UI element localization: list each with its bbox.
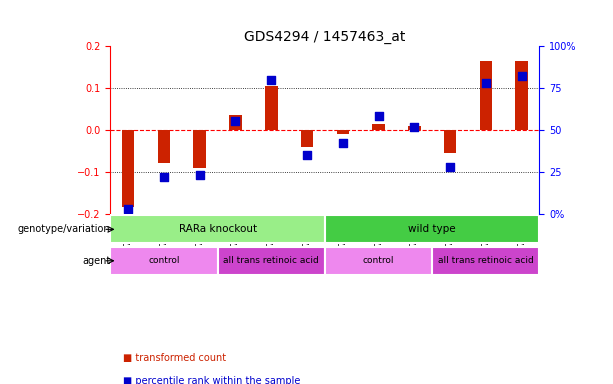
Text: all trans retinoic acid: all trans retinoic acid <box>438 256 534 265</box>
FancyBboxPatch shape <box>218 247 325 275</box>
Point <box>302 152 312 158</box>
Bar <box>372 124 385 130</box>
Text: all trans retinoic acid: all trans retinoic acid <box>223 256 319 265</box>
Bar <box>444 130 456 153</box>
Bar <box>516 61 528 130</box>
Point <box>266 76 276 83</box>
Bar <box>337 130 349 134</box>
Text: wild type: wild type <box>408 224 456 234</box>
Bar <box>408 126 421 130</box>
Text: control: control <box>148 256 180 265</box>
Text: ■ transformed count: ■ transformed count <box>123 353 226 363</box>
Point <box>230 118 240 124</box>
Point <box>445 164 455 170</box>
FancyBboxPatch shape <box>110 247 218 275</box>
Point <box>517 73 527 79</box>
Point <box>373 113 384 119</box>
Bar <box>194 130 206 167</box>
Text: ■ percentile rank within the sample: ■ percentile rank within the sample <box>123 376 300 384</box>
FancyBboxPatch shape <box>110 215 325 243</box>
Text: control: control <box>363 256 394 265</box>
Point <box>123 205 133 212</box>
Text: genotype/variation: genotype/variation <box>18 224 110 234</box>
Text: RARa knockout: RARa knockout <box>178 224 257 234</box>
Bar <box>229 115 242 130</box>
Bar <box>301 130 313 147</box>
Bar <box>265 86 278 130</box>
Text: agent: agent <box>82 256 110 266</box>
Point <box>195 172 205 178</box>
FancyBboxPatch shape <box>432 247 539 275</box>
Point <box>338 140 348 146</box>
FancyBboxPatch shape <box>325 215 539 243</box>
Bar <box>158 130 170 163</box>
Bar <box>122 130 134 207</box>
Point <box>159 174 169 180</box>
Title: GDS4294 / 1457463_at: GDS4294 / 1457463_at <box>244 30 406 44</box>
Bar <box>479 61 492 130</box>
Point <box>481 80 490 86</box>
Point <box>409 123 419 129</box>
FancyBboxPatch shape <box>325 247 432 275</box>
